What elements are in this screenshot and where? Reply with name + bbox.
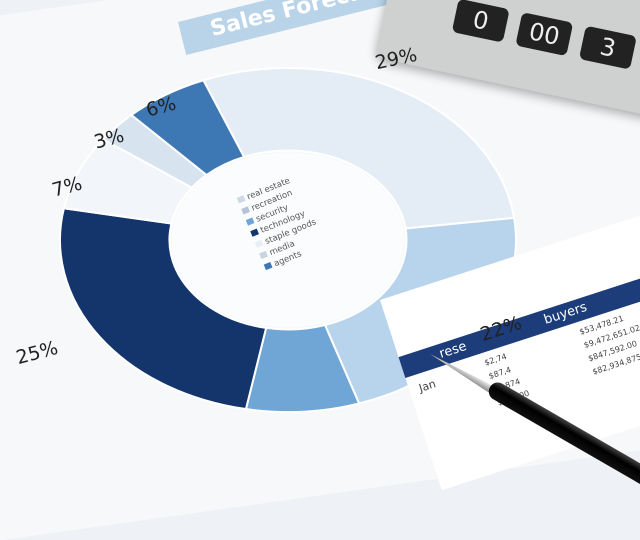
legend-swatch [246,217,255,225]
table-cell: Jan [417,377,437,395]
legend-swatch [264,262,273,270]
legend-swatch [255,240,264,248]
column-header: rese [438,339,469,362]
legend-swatch [241,206,250,214]
legend-swatch [259,251,268,259]
legend-swatch [250,229,259,237]
legend-swatch [237,195,246,203]
column-header: buyers [542,300,589,328]
table-cell: $2,74 [483,352,508,368]
table-cell: $87,4 [488,365,513,381]
